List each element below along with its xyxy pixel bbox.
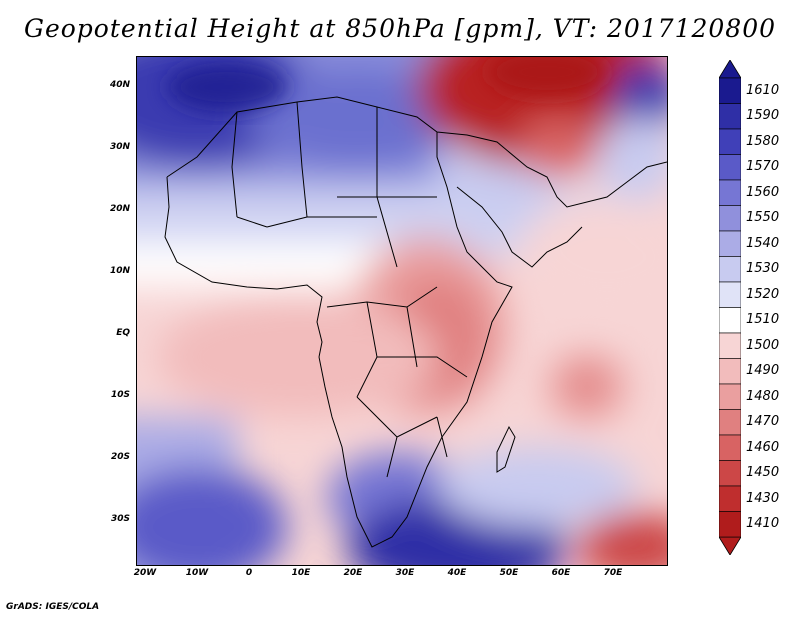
colorbar-label: 1410	[746, 516, 780, 532]
colorbar-label: 1470	[746, 414, 780, 430]
coastlines	[164, 96, 667, 548]
colorbar-top-arrow	[719, 60, 741, 79]
height-field	[137, 57, 667, 565]
map-title: Geopotential Height at 850hPa [gpm], VT:…	[23, 14, 777, 43]
colorbar-cell	[719, 230, 741, 257]
colorbar-cell	[719, 154, 741, 181]
colorbar-bottom-arrow	[719, 536, 741, 555]
colorbar-cell	[719, 460, 741, 487]
colorbar-cell	[719, 485, 741, 512]
lon-label-10w: 10W	[185, 568, 209, 578]
lat-label-30n: 30N	[109, 142, 130, 152]
colorbar	[719, 60, 741, 555]
lon-label-20w: 20W	[133, 568, 157, 578]
lat-label-40n: 40N	[109, 80, 130, 90]
lon-label-20e: 20E	[343, 568, 363, 578]
lon-label-0: 0	[245, 568, 253, 578]
colorbar-cell	[719, 332, 741, 359]
colorbar-label: 1460	[746, 439, 780, 455]
lat-label-10n: 10N	[109, 266, 130, 276]
colorbar-label: 1580	[746, 133, 780, 149]
colorbar-cell	[719, 77, 741, 104]
lat-label-10s: 10S	[110, 390, 130, 400]
colorbar-cell	[719, 409, 741, 436]
colorbar-cells	[719, 77, 741, 538]
colorbar-cell	[719, 511, 741, 538]
colorbar-cell	[719, 281, 741, 308]
colorbar-cell	[719, 205, 741, 232]
colorbar-cell	[719, 383, 741, 410]
colorbar-label: 1510	[746, 312, 780, 328]
colorbar-label: 1550	[746, 210, 780, 226]
lon-label-70e: 70E	[603, 568, 623, 578]
colorbar-label: 1500	[746, 337, 780, 353]
colorbar-label: 1570	[746, 159, 780, 175]
lon-label-10e: 10E	[291, 568, 311, 578]
lon-label-40e: 40E	[447, 568, 467, 578]
colorbar-label: 1560	[746, 184, 780, 200]
colorbar-cell	[719, 434, 741, 461]
colorbar-cell	[719, 307, 741, 334]
colorbar-label: 1430	[746, 490, 780, 506]
colorbar-label: 1540	[746, 235, 780, 251]
colorbar-label: 1530	[746, 261, 780, 277]
lat-label-20s: 20S	[110, 452, 130, 462]
colorbar-label: 1490	[746, 363, 780, 379]
lat-label-30s: 30S	[110, 514, 130, 524]
lon-label-30e: 30E	[395, 568, 415, 578]
colorbar-cell	[719, 256, 741, 283]
colorbar-label: 1520	[746, 286, 780, 302]
map-plot-area	[136, 56, 668, 566]
colorbar-label: 1450	[746, 465, 780, 481]
lon-label-50e: 50E	[499, 568, 519, 578]
grads-credit: GrADS: IGES/COLA	[6, 602, 100, 612]
colorbar-label: 1590	[746, 108, 780, 124]
lon-label-60e: 60E	[551, 568, 571, 578]
colorbar-label: 1610	[746, 82, 780, 98]
colorbar-cell	[719, 358, 741, 385]
colorbar-cell	[719, 128, 741, 155]
colorbar-cell	[719, 103, 741, 130]
colorbar-cell	[719, 179, 741, 206]
lat-label-eq: EQ	[116, 328, 130, 338]
lat-label-20n: 20N	[109, 204, 130, 214]
colorbar-label: 1480	[746, 388, 780, 404]
